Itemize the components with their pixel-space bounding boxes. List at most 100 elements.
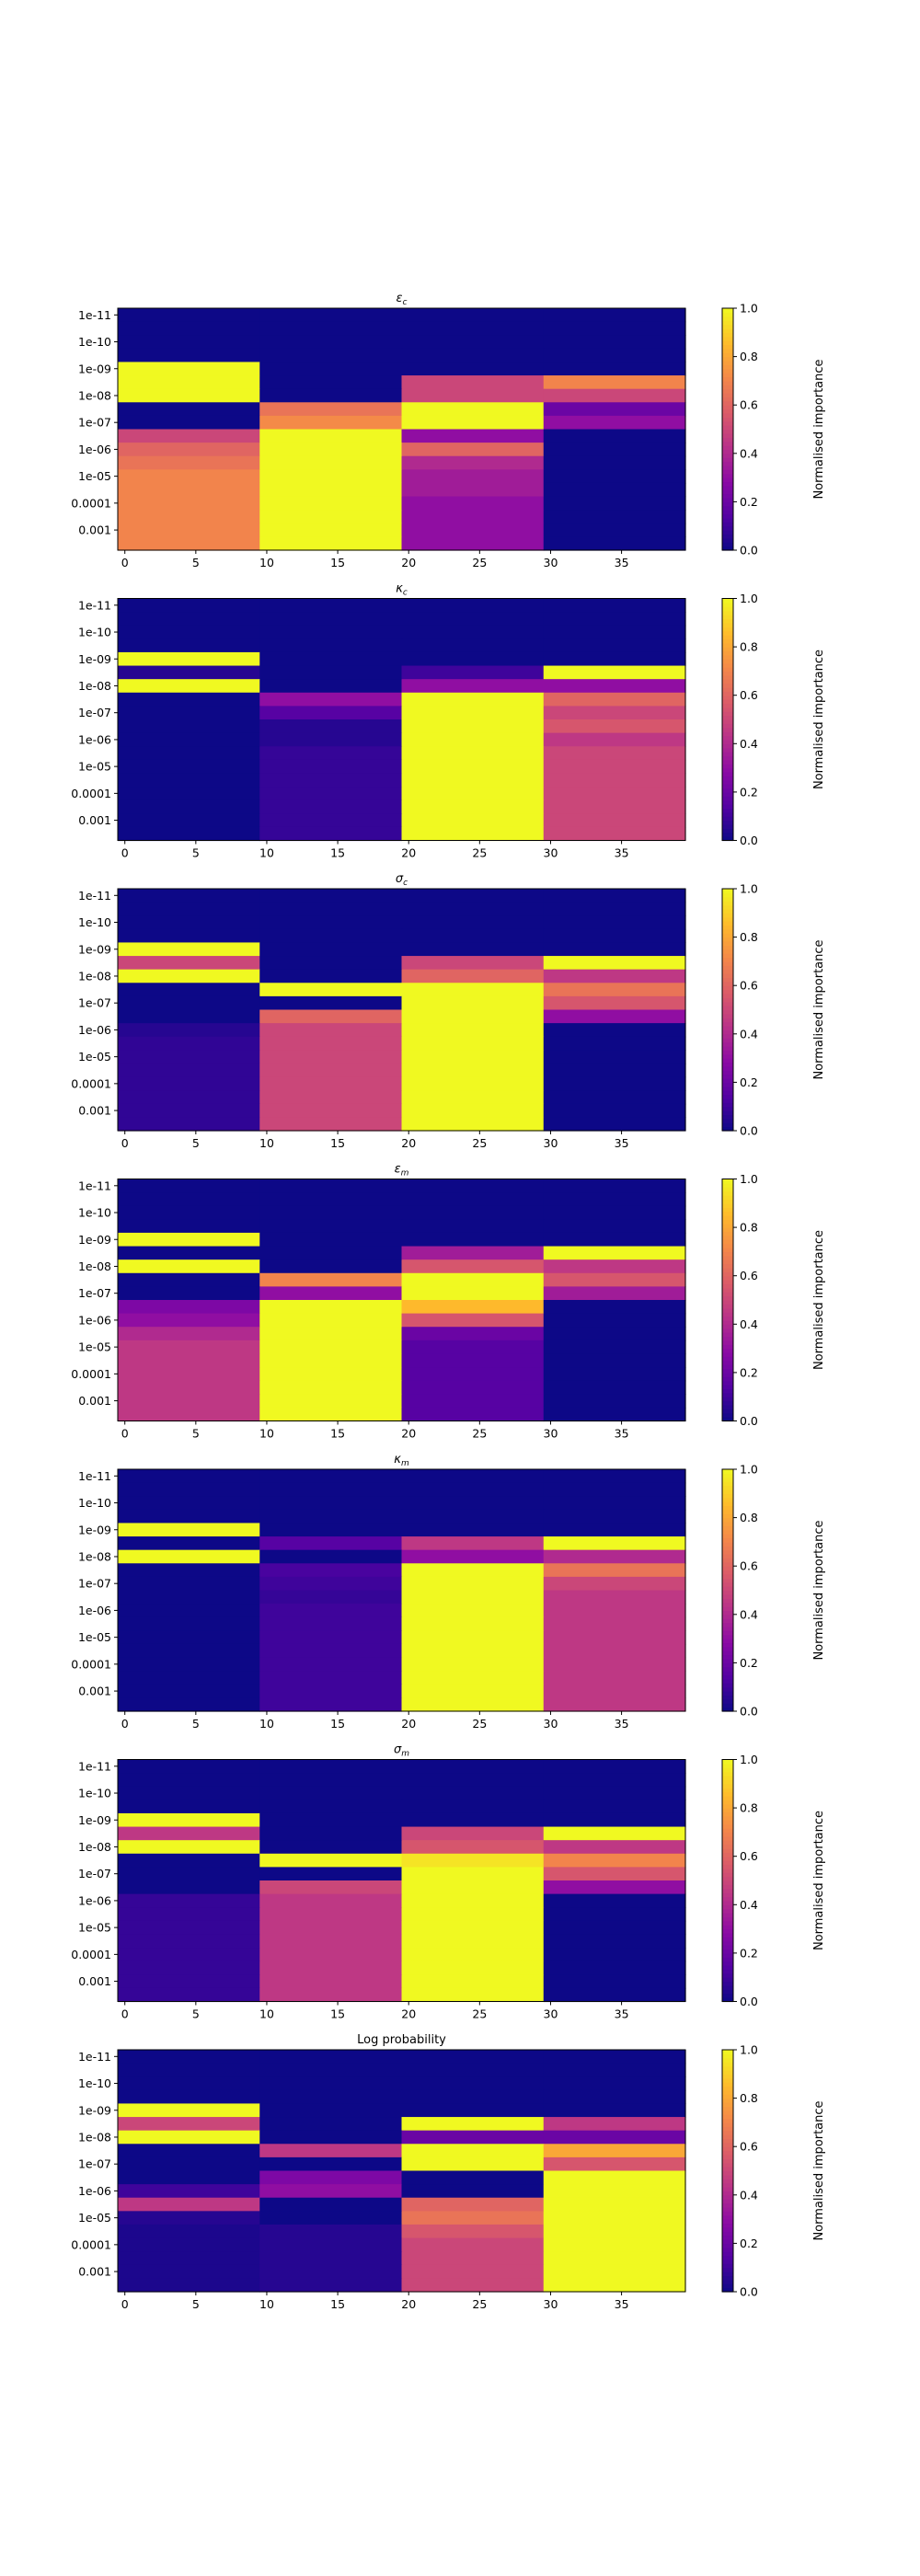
heatmap-cell: [401, 2211, 545, 2225]
colorbar-gradient: [722, 328, 733, 333]
colorbar-gradient: [722, 1566, 733, 1571]
heatmap-cell: [401, 1103, 545, 1118]
colorbar-gradient: [722, 2126, 733, 2132]
axes-frame: [117, 307, 686, 551]
heatmap-cell: [543, 692, 686, 707]
y-tick-label: 1e-06: [78, 443, 111, 456]
heatmap-cell: [401, 1482, 545, 1497]
colorbar-gradient: [722, 2279, 733, 2284]
colorbar-gradient: [722, 977, 733, 983]
heatmap-cell: [543, 2184, 686, 2199]
colorbar-gradient: [722, 2114, 733, 2120]
heatmap-cell: [401, 1616, 545, 1631]
colorbar-gradient: [722, 1114, 733, 1120]
colorbar-gradient: [722, 1122, 733, 1128]
colorbar-gradient: [722, 1847, 733, 1853]
heatmap-cell: [259, 1880, 403, 1895]
heatmap-cell: [118, 1671, 260, 1685]
colorbar-gradient: [722, 1392, 733, 1397]
colorbar-gradient: [722, 759, 733, 765]
heatmap-cell: [543, 469, 686, 484]
heatmap-cell: [543, 2063, 686, 2077]
heatmap-cell: [118, 1563, 260, 1578]
heatmap-cell: [259, 1313, 403, 1328]
colorbar-gradient: [722, 2174, 733, 2179]
colorbar-gradient: [722, 2223, 733, 2228]
heatmap-cell: [259, 2156, 403, 2172]
heatmap-cell: [543, 443, 686, 457]
x-tick-label: 25: [472, 1427, 487, 1441]
colorbar-gradient: [722, 1033, 733, 1039]
panel-title-subscript: m: [401, 1750, 409, 1759]
x-tick-label: 10: [259, 1427, 274, 1441]
colorbar-tick-label: 1.0: [740, 882, 758, 896]
colorbar-gradient: [722, 2194, 733, 2200]
heatmap-cell: [118, 496, 260, 511]
heatmap-cell: [118, 651, 260, 667]
heatmap-cell: [259, 1987, 403, 2003]
colorbar-gradient: [722, 1082, 733, 1087]
colorbar-gradient: [722, 2263, 733, 2269]
heatmap-cell: [259, 1407, 403, 1422]
colorbar-gradient: [722, 1319, 733, 1325]
colorbar-gradient: [722, 1235, 733, 1240]
x-tick-label: 30: [544, 2007, 558, 2021]
y-tick-label: 1e-08: [78, 388, 111, 402]
heatmap-cell: [118, 2076, 260, 2091]
colorbar-gradient: [722, 1397, 733, 1402]
colorbar-gradient: [722, 1481, 733, 1487]
colorbar-gradient: [722, 360, 733, 365]
colorbar-gradient: [722, 997, 733, 1003]
heatmap-cell: [118, 1272, 260, 1287]
colorbar-gradient: [722, 1820, 733, 1825]
colorbar-gradient: [722, 356, 733, 362]
heatmap-cell: [259, 1563, 403, 1578]
heatmap-cell: [401, 1219, 545, 1234]
colorbar-gradient: [722, 985, 733, 991]
colorbar-gradient: [722, 373, 733, 378]
heatmap-cell: [118, 1179, 260, 1193]
colorbar-gradient: [722, 453, 733, 458]
colorbar-gradient: [722, 1417, 733, 1422]
colorbar-gradient: [722, 1013, 733, 1018]
colorbar-gradient: [722, 1283, 733, 1289]
heatmap-cell: [118, 1407, 260, 1422]
heatmap-cell: [259, 1643, 403, 1659]
heatmap-cell: [259, 496, 403, 511]
panel-title-main: ε: [395, 1163, 401, 1177]
colorbar-gradient: [722, 1618, 733, 1624]
x-tick-label: 30: [544, 846, 558, 860]
colorbar-gradient: [722, 1332, 733, 1338]
colorbar: 0.0 0.2 0.4 0.6 0.8 1.0 Normalised importance: [721, 1172, 826, 1428]
colorbar-gradient: [722, 1570, 733, 1575]
heatmap-cell: [118, 1773, 260, 1788]
colorbar-gradient: [722, 1937, 733, 1942]
heatmap-cell: [259, 402, 403, 417]
heatmap-cell: [118, 388, 260, 403]
heatmap-cell: [401, 321, 545, 336]
heatmap-cell: [259, 902, 403, 916]
colorbar-gradient: [722, 1271, 733, 1277]
heatmap-cell: [259, 1867, 403, 1881]
colorbar-gradient: [722, 1106, 733, 1111]
colorbar-tick-label: 0.2: [740, 1365, 758, 1379]
axes-frame: [117, 888, 686, 1132]
heatmap-cell: [401, 455, 545, 470]
heatmap-cell: [118, 732, 260, 747]
colorbar-gradient: [722, 1344, 733, 1350]
colorbar-gradient: [722, 2226, 733, 2232]
colorbar-gradient: [722, 1920, 733, 1926]
colorbar-gradient: [722, 889, 733, 893]
heatmap-cell: [543, 1773, 686, 1788]
x-tick-label: 25: [472, 1136, 487, 1150]
x-tick-label: 20: [401, 1717, 416, 1731]
colorbar-gradient: [722, 348, 733, 353]
colorbar-gradient: [722, 683, 733, 688]
heatmap-cell: [259, 2063, 403, 2077]
heatmap-cell: [259, 1219, 403, 1234]
heatmap-cell: [118, 759, 260, 775]
heatmap-cell: [543, 1604, 686, 1618]
colorbar-gradient: [722, 804, 733, 810]
heatmap-cell: [543, 719, 686, 734]
heatmap-cell: [118, 375, 260, 390]
